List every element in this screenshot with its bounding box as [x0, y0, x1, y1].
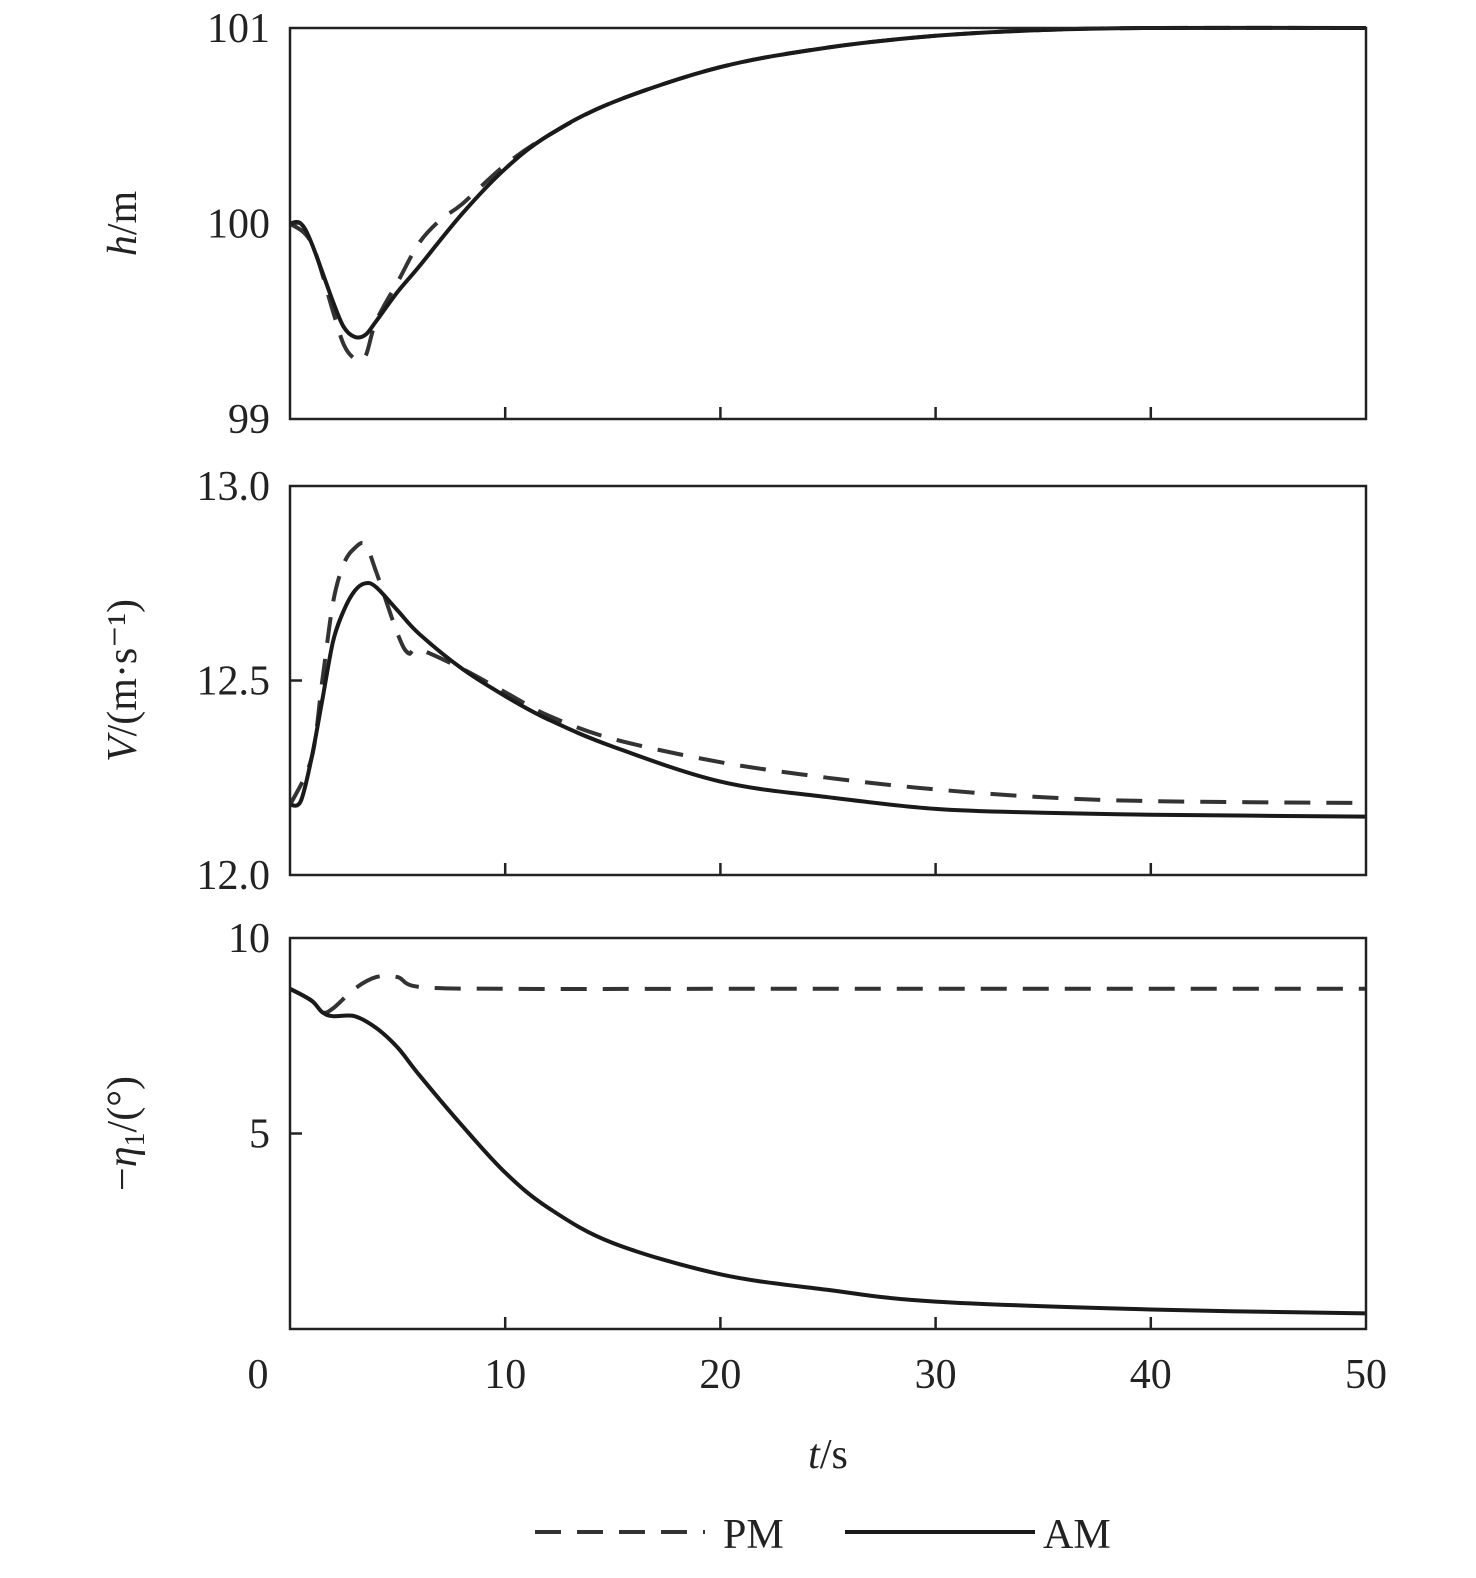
y-tick-label: 101 — [207, 6, 270, 52]
y-tick-label: 5 — [249, 1112, 270, 1158]
legend: PM AM — [535, 1512, 1111, 1558]
series-pm-line — [290, 540, 1366, 806]
y-tick-label: 10 — [228, 916, 270, 962]
y-tick-label: 13.0 — [197, 464, 271, 510]
y-axis-label: V/(m·s⁻¹) — [100, 599, 146, 762]
subplot-2: 12.0 12.5 13.0 V/(m·s⁻¹) — [100, 464, 1368, 899]
x-tick-label: 30 — [915, 1352, 957, 1398]
x-axis-label: t/s — [808, 1432, 848, 1478]
y-axis-label: h/m — [100, 191, 146, 257]
y-tick-label: 100 — [207, 202, 270, 248]
y-tick-label: 12.0 — [197, 853, 271, 899]
subplot-3: 5 10 −η1/(°) — [100, 916, 1368, 1331]
series-am-line — [290, 580, 1366, 819]
y-axis-label: −η1/(°) — [100, 1076, 151, 1191]
legend-am-label: AM — [1043, 1512, 1111, 1558]
legend-pm-label: PM — [723, 1512, 784, 1558]
series-pm-line — [290, 973, 1366, 1015]
x-tick-label: 10 — [484, 1352, 526, 1398]
series-pm-line — [290, 25, 1366, 363]
y-tick-label: 99 — [228, 397, 270, 443]
y-tick-label: 12.5 — [197, 659, 271, 705]
series-am-line — [290, 25, 1366, 340]
x-tick-label: 20 — [699, 1352, 741, 1398]
x-tick-label: 50 — [1345, 1352, 1387, 1398]
plot-frame — [288, 936, 1368, 1331]
x-tick-label: 0 — [248, 1352, 269, 1398]
subplot-1: 99 100 101 h/m — [100, 6, 1368, 443]
x-tick-label: 40 — [1130, 1352, 1172, 1398]
series-am-line — [290, 987, 1366, 1316]
